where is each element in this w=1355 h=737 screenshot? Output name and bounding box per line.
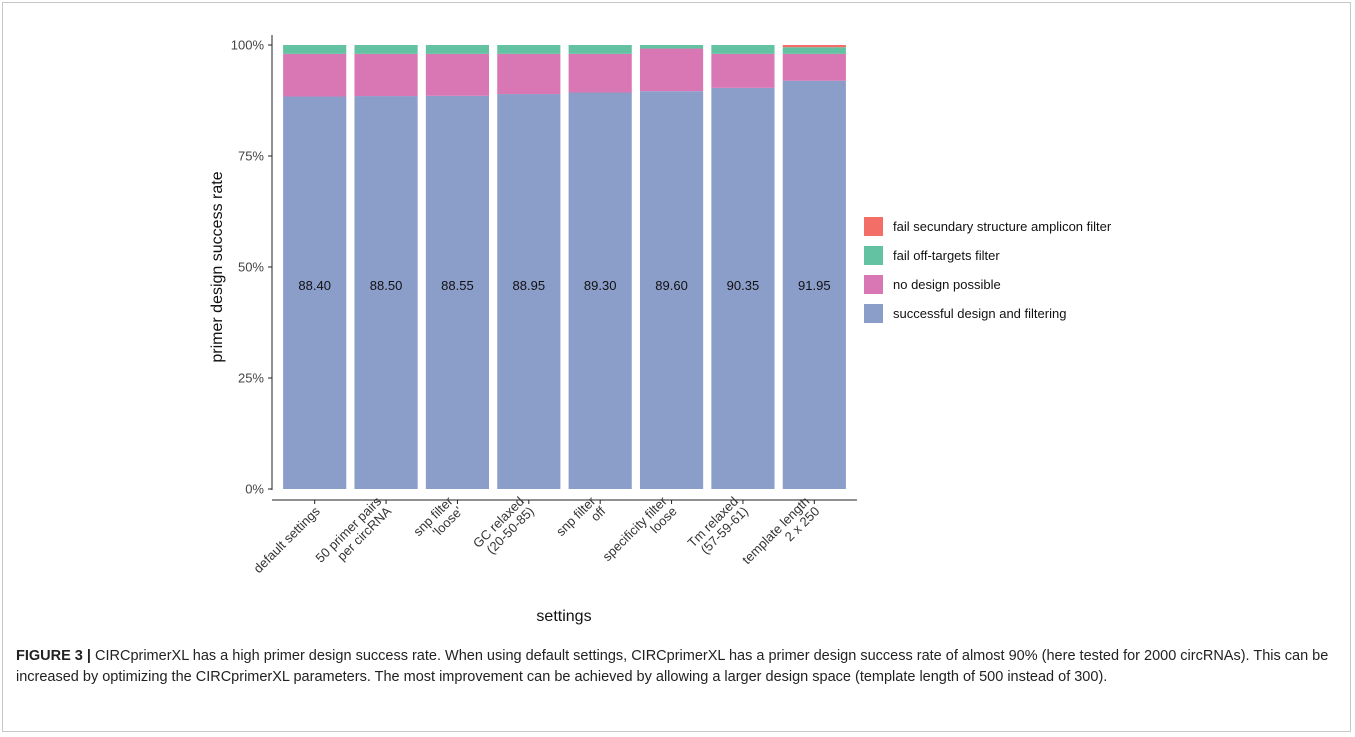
- bar-segment-1-7: [782, 53, 846, 81]
- y-tick-label: 100%: [231, 38, 265, 53]
- x-axis-title: settings: [536, 608, 591, 625]
- bar-segment-1-5: [639, 48, 704, 92]
- legend-label: fail off-targets filter: [893, 248, 1000, 263]
- bar-segment-0-2: [425, 95, 490, 489]
- bars-layer: [283, 45, 846, 490]
- bar-segment-3-7: [782, 45, 846, 48]
- data-labels-layer: 88.40 88.50 88.55 88.95 89.30 89.60 90.35 91.95: [298, 278, 830, 293]
- bar-segment-0-7: [782, 80, 846, 490]
- y-tick-label: 50%: [238, 260, 264, 275]
- data-label: 89.60: [655, 278, 688, 293]
- stacked-bar-chart: 88.40 88.50 88.55 88.95 89.30 89.60 90.35 91.95…: [209, 35, 1112, 625]
- legend-swatch: [864, 217, 883, 236]
- data-label: 88.55: [441, 278, 474, 293]
- bar-segment-1-3: [497, 53, 561, 95]
- bar-segment-2-3: [497, 45, 561, 54]
- bar-segment-2-5: [639, 45, 704, 49]
- bar-segment-0-3: [497, 94, 561, 489]
- bar-segment-1-0: [283, 53, 347, 97]
- caption-label: FIGURE 3: [16, 648, 83, 664]
- bar-segment-0-0: [283, 96, 347, 489]
- data-label: 88.40: [298, 278, 331, 293]
- bar-segment-0-6: [711, 87, 775, 489]
- bar-segment-2-1: [354, 45, 418, 54]
- caption-text: CIRCprimerXL has a high primer design su…: [16, 648, 1329, 685]
- figure-caption: FIGURE 3 | CIRCprimerXL has a high prime…: [16, 646, 1336, 688]
- bar-segment-2-7: [782, 47, 846, 54]
- bar-segment-2-0: [283, 45, 347, 54]
- legend-swatch: [864, 304, 883, 323]
- x-tick-label: 50 primer pairsper circRNA: [312, 493, 394, 575]
- bar-segment-1-4: [568, 53, 632, 93]
- bar-segment-0-4: [568, 92, 632, 489]
- bar-segment-1-1: [354, 53, 418, 97]
- x-tick-label: default settings: [250, 503, 323, 576]
- caption-separator: |: [86, 648, 91, 664]
- bar-segment-0-1: [354, 96, 418, 489]
- y-tick-label: 0%: [245, 482, 264, 497]
- legend-swatch: [864, 275, 883, 294]
- legend-label: no design possible: [893, 277, 1001, 292]
- y-tick-label: 25%: [238, 371, 264, 386]
- bar-segment-2-2: [425, 45, 490, 54]
- data-label: 89.30: [584, 278, 617, 293]
- data-label: 91.95: [798, 278, 831, 293]
- y-tick-label: 75%: [238, 149, 264, 164]
- data-label: 90.35: [727, 278, 760, 293]
- bar-segment-2-6: [711, 45, 775, 54]
- bar-segment-1-2: [425, 53, 490, 96]
- bar-segment-0-5: [639, 91, 704, 490]
- legend-swatch: [864, 246, 883, 265]
- bar-segment-1-6: [711, 53, 775, 88]
- x-tick-label: specificity filterloose: [599, 493, 680, 574]
- bar-segment-2-4: [568, 45, 632, 54]
- y-axis-title: primer design success rate: [209, 171, 226, 362]
- data-label: 88.95: [513, 278, 546, 293]
- legend-label: fail secundary structure amplicon filter: [893, 219, 1112, 234]
- x-tick-label: Tm relaxed(57-59-61): [685, 494, 751, 560]
- x-tick-label: template length2 x 250: [739, 494, 822, 577]
- data-label: 88.50: [370, 278, 403, 293]
- legend: fail secundary structure amplicon filter…: [864, 217, 1112, 323]
- legend-label: successful design and filtering: [893, 306, 1066, 321]
- x-tick-label: GC relaxed(20-50-85): [470, 494, 537, 561]
